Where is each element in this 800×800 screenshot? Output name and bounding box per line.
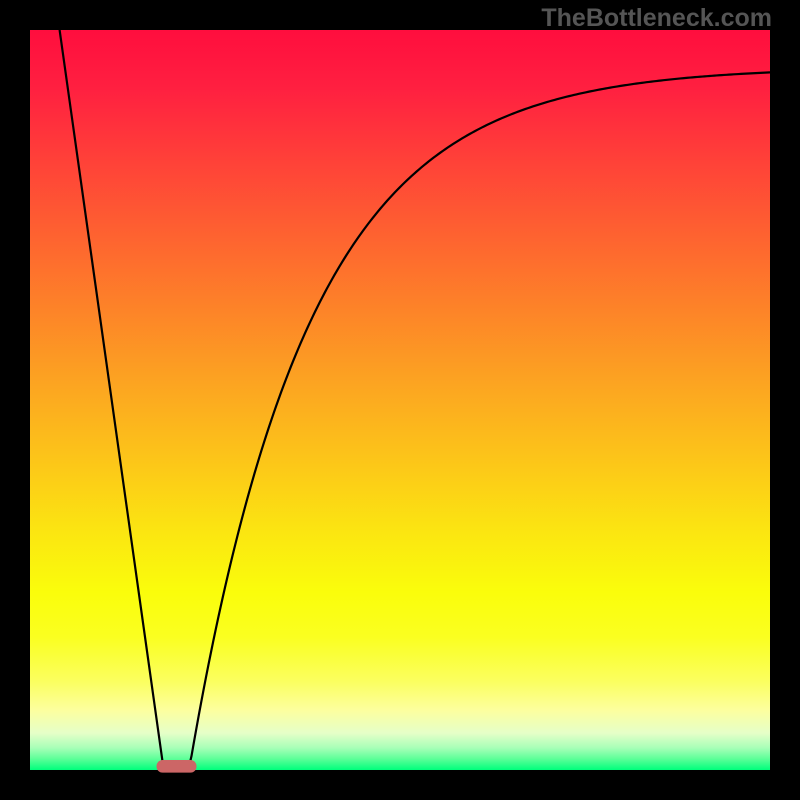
chart-canvas: TheBottleneck.com — [0, 0, 800, 800]
plot-background — [30, 30, 770, 770]
watermark-text: TheBottleneck.com — [541, 4, 772, 32]
optimal-marker — [157, 760, 197, 773]
